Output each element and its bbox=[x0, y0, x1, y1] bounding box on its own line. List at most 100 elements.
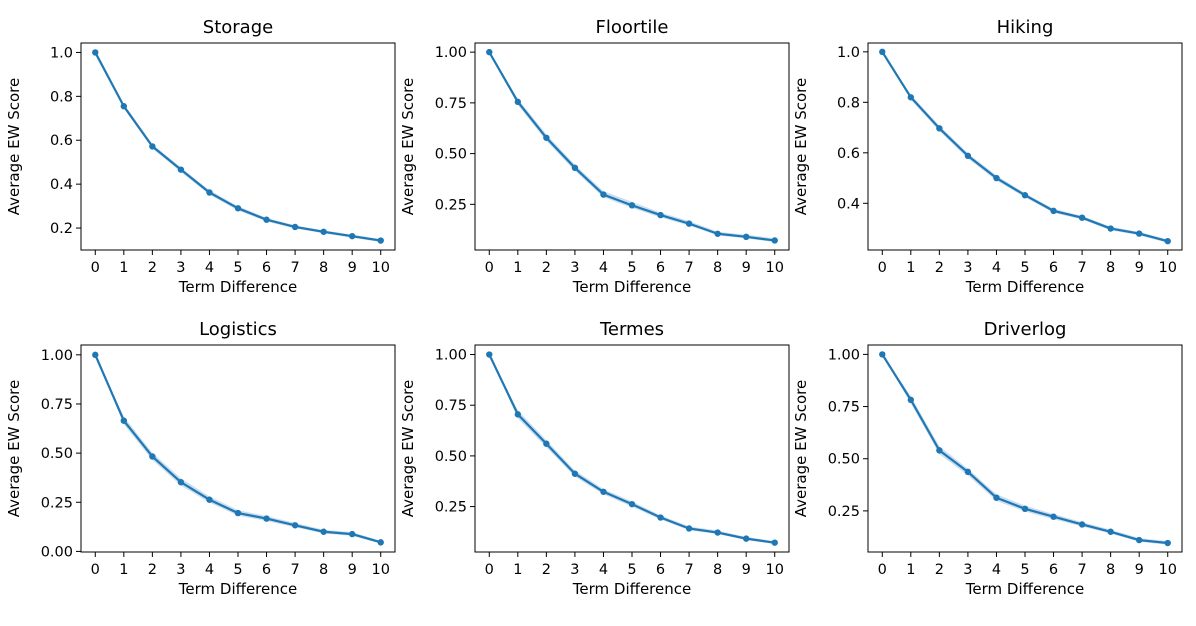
data-point bbox=[543, 134, 550, 141]
data-point bbox=[320, 528, 327, 535]
confidence-band bbox=[95, 52, 381, 243]
y-tick-label: 0.50 bbox=[435, 147, 467, 163]
x-tick-label: 0 bbox=[878, 260, 887, 276]
y-axis-label: Average EW Score bbox=[5, 78, 23, 215]
series-line bbox=[488, 51, 775, 242]
confidence-band bbox=[489, 354, 775, 545]
x-tick-label: 2 bbox=[542, 562, 551, 578]
x-tick-label: 0 bbox=[91, 260, 100, 276]
x-axis-label: Term Difference bbox=[965, 278, 1084, 296]
panel-storage: Storage 0 1 2 3 4 5 6 7 8 9 10 0.2 0.4 0.6 0.8 1.0 Term D… bbox=[5, 17, 396, 296]
panel-logistics: Logistics 0 1 2 3 4 5 6 7 8 9 10 0.00 0.25 0.50 0.75 1.0… bbox=[5, 319, 396, 598]
x-tick-label: 8 bbox=[713, 562, 722, 578]
x-axis-label: Term Difference bbox=[572, 580, 691, 598]
x-tick-label: 3 bbox=[963, 260, 972, 276]
x-tick-label: 10 bbox=[372, 260, 390, 276]
panel-driverlog: Driverlog 0 1 2 3 4 5 6 7 8 9 10 0.25 0.50 0.75 1.00 Ter… bbox=[792, 319, 1183, 598]
x-tick-label: 9 bbox=[1135, 562, 1144, 578]
x-tick-label: 6 bbox=[1049, 260, 1058, 276]
x-tick-label: 4 bbox=[599, 562, 608, 578]
x-tick-label: 1 bbox=[906, 260, 915, 276]
plot-frame bbox=[80, 344, 396, 553]
data-point bbox=[685, 525, 693, 532]
plot-frame bbox=[867, 42, 1183, 251]
panel-hiking: Hiking 0 1 2 3 4 5 6 7 8 9 10 0.4 0.6 0.8 1.0 Term Diffe… bbox=[792, 17, 1183, 296]
x-tick-label: 4 bbox=[992, 562, 1001, 578]
y-tick-label: 0.4 bbox=[837, 196, 860, 212]
x-axis-label: Term Difference bbox=[572, 278, 691, 296]
data-point bbox=[377, 237, 384, 244]
y-axis-label: Average EW Score bbox=[399, 78, 417, 215]
x-tick-label: 4 bbox=[599, 260, 608, 276]
x-tick-label: 1 bbox=[906, 562, 915, 578]
x-tick-label: 3 bbox=[963, 562, 972, 578]
x-tick-label: 8 bbox=[319, 562, 328, 578]
x-tick-label: 7 bbox=[684, 562, 693, 578]
confidence-band bbox=[882, 354, 1168, 545]
y-tick-label: 0.50 bbox=[828, 452, 860, 468]
y-axis-label: Average EW Score bbox=[792, 78, 810, 215]
x-tick-label: 0 bbox=[91, 562, 100, 578]
data-point bbox=[571, 470, 579, 477]
data-point bbox=[907, 94, 915, 101]
data-point bbox=[92, 351, 99, 359]
data-point bbox=[206, 189, 213, 196]
x-tick-label: 5 bbox=[1020, 260, 1029, 276]
y-tick-label: 0.00 bbox=[41, 544, 73, 560]
panel-floortile: Floortile 0 1 2 3 4 5 6 7 8 9 10 0.25 0.50 0.75 1.00 Ter… bbox=[399, 17, 790, 296]
data-point bbox=[1107, 225, 1114, 232]
x-tick-label: 6 bbox=[1049, 562, 1058, 578]
y-tick-label: 0.75 bbox=[435, 96, 467, 112]
data-point bbox=[1078, 521, 1086, 528]
data-point bbox=[348, 530, 356, 538]
data-point bbox=[543, 440, 550, 447]
series-line bbox=[94, 51, 381, 242]
data-point bbox=[514, 411, 522, 418]
data-point bbox=[628, 202, 636, 209]
x-tick-label: 5 bbox=[627, 260, 636, 276]
data-point bbox=[177, 166, 185, 173]
data-point bbox=[149, 143, 156, 150]
plot-frame bbox=[474, 42, 790, 251]
chart-title: Storage bbox=[203, 17, 273, 38]
x-tick-label: 9 bbox=[348, 562, 357, 578]
x-tick-label: 5 bbox=[233, 260, 242, 276]
x-tick-label: 7 bbox=[290, 260, 299, 276]
x-tick-label: 9 bbox=[742, 260, 751, 276]
x-tick-label: 7 bbox=[1077, 260, 1086, 276]
data-point bbox=[657, 211, 664, 219]
data-point bbox=[1078, 214, 1086, 221]
data-point bbox=[120, 103, 128, 110]
y-tick-label: 0.2 bbox=[50, 221, 73, 237]
data-point bbox=[1135, 230, 1143, 237]
data-point bbox=[964, 152, 972, 160]
x-tick-label: 4 bbox=[205, 562, 214, 578]
x-tick-label: 8 bbox=[713, 260, 722, 276]
x-tick-label: 9 bbox=[1135, 260, 1144, 276]
data-point bbox=[486, 48, 493, 56]
y-tick-label: 0.8 bbox=[837, 95, 860, 111]
data-point bbox=[936, 447, 943, 454]
data-point bbox=[234, 509, 242, 517]
x-tick-label: 3 bbox=[176, 562, 185, 578]
x-tick-label: 5 bbox=[1020, 562, 1029, 578]
x-tick-label: 1 bbox=[513, 260, 522, 276]
data-point bbox=[291, 522, 299, 529]
x-tick-label: 2 bbox=[148, 260, 157, 276]
data-point bbox=[685, 220, 693, 227]
x-tick-label: 2 bbox=[542, 260, 551, 276]
data-point bbox=[486, 351, 493, 358]
data-point bbox=[320, 228, 327, 235]
x-tick-label: 3 bbox=[176, 260, 185, 276]
chart-title: Floortile bbox=[596, 17, 669, 38]
x-tick-label: 7 bbox=[1077, 562, 1086, 578]
x-tick-label: 3 bbox=[570, 562, 579, 578]
data-point bbox=[1021, 505, 1029, 513]
data-point bbox=[964, 468, 972, 476]
y-tick-label: 0.4 bbox=[50, 177, 73, 193]
y-tick-label: 0.75 bbox=[828, 400, 860, 416]
x-tick-label: 5 bbox=[233, 562, 242, 578]
data-point bbox=[714, 230, 721, 237]
x-axis-label: Term Difference bbox=[178, 278, 297, 296]
